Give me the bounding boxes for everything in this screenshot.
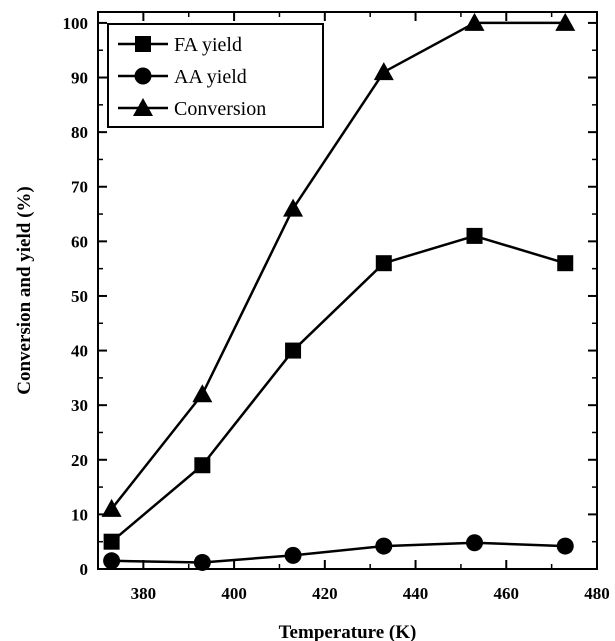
x-tick-label: 420 (312, 584, 338, 603)
y-tick-label: 0 (80, 560, 89, 579)
data-point-square (466, 227, 483, 244)
plot-frame (97, 11, 598, 570)
series-line (110, 21, 566, 510)
series-layer (101, 12, 576, 571)
x-tick-label: 440 (403, 584, 429, 603)
data-point-triangle (555, 12, 576, 31)
x-axis-label: Temperature (K) (279, 622, 417, 641)
data-point-square (557, 255, 574, 272)
data-point-circle (466, 534, 484, 552)
y-tick-label: 80 (71, 123, 88, 142)
series-line (110, 234, 566, 543)
y-tick-label: 90 (71, 69, 88, 88)
series-square (103, 227, 574, 550)
data-point-circle (103, 552, 121, 570)
legend-label: FA yield (174, 34, 242, 56)
legend: FA yield AA yield Conversion (107, 23, 324, 128)
series-circle (103, 534, 574, 571)
data-point-circle (193, 553, 211, 571)
data-point-square (375, 255, 392, 272)
data-point-square (285, 342, 302, 359)
legend-label: AA yield (174, 66, 247, 88)
data-point-triangle (192, 384, 213, 403)
legend-label: Conversion (174, 98, 266, 120)
data-point-circle (375, 537, 393, 555)
x-tick-label: 460 (494, 584, 520, 603)
y-tick-label: 40 (71, 342, 88, 361)
x-tick-label: 400 (221, 584, 247, 603)
series-triangle (101, 12, 576, 517)
x-tick-label: 480 (584, 584, 610, 603)
legend-marker-circle (134, 67, 152, 85)
legend-marker-square (135, 36, 151, 52)
y-tick-label: 10 (71, 505, 88, 524)
data-point-triangle (464, 12, 485, 31)
data-point-triangle (283, 198, 304, 217)
data-point-triangle (101, 498, 122, 517)
data-point-circle (284, 546, 302, 564)
y-axis-label: Conversion and yield (%) (14, 186, 35, 395)
y-tick-label: 30 (71, 396, 88, 415)
y-tick-label: 100 (63, 14, 89, 33)
x-tick-label: 380 (131, 584, 157, 603)
y-tick-label: 70 (71, 178, 88, 197)
ticks-layer: 0 10 20 30 40 50 60 70 80 90 100 380 400 420 440 460 480 (63, 12, 610, 603)
data-point-square (194, 457, 211, 474)
legend-marker-triangle (133, 98, 153, 116)
y-tick-label: 50 (71, 287, 88, 306)
y-tick-label: 60 (71, 232, 88, 251)
data-point-triangle (373, 62, 394, 81)
series-line (111, 541, 566, 564)
y-tick-label: 20 (71, 451, 88, 470)
data-point-circle (556, 537, 574, 555)
data-point-square (103, 533, 120, 550)
